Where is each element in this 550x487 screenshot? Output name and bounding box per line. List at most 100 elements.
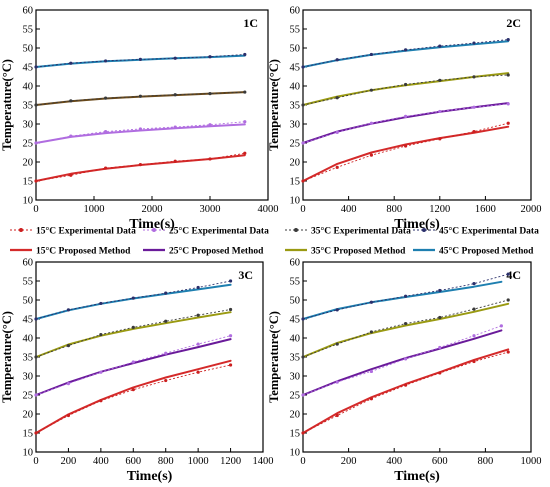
y-tick-label: 10 <box>290 196 301 207</box>
data-point <box>34 355 38 359</box>
data-point <box>104 130 108 134</box>
data-point <box>438 315 442 320</box>
data-point <box>438 78 442 82</box>
x-tick-label: 1400 <box>253 456 274 467</box>
data-point <box>208 157 212 161</box>
data-point <box>69 134 73 138</box>
data-point <box>208 92 212 96</box>
data-point <box>208 123 212 127</box>
series-line-model <box>302 302 510 358</box>
y-tick-label: 45 <box>23 315 34 326</box>
y-tick-label: 40 <box>290 82 301 93</box>
data-point <box>335 130 339 134</box>
x-tick-label: 0 <box>33 204 38 215</box>
data-point <box>301 65 305 69</box>
data-point <box>173 125 177 129</box>
data-point <box>131 325 135 329</box>
data-point <box>164 351 168 355</box>
data-point <box>243 90 247 94</box>
y-tick-label: 45 <box>290 315 301 326</box>
data-point <box>404 48 408 52</box>
data-point <box>438 371 442 375</box>
data-point <box>34 141 38 145</box>
series-line-experimental <box>35 121 245 144</box>
data-point <box>404 383 408 387</box>
data-point <box>138 127 142 131</box>
legend-label: 45°C Proposed Method <box>439 246 534 257</box>
data-point <box>369 330 373 334</box>
y-tick-label: 15 <box>290 429 301 440</box>
y-tick-label: 15 <box>290 177 301 188</box>
legend-entry: 45°C Experimental Data <box>413 226 539 237</box>
data-point <box>34 393 38 397</box>
legend-entry: 25°C Proposed Method <box>143 246 264 257</box>
data-point <box>173 56 177 60</box>
y-tick-label: 55 <box>23 25 34 36</box>
x-tick-label: 800 <box>158 456 174 467</box>
x-tick-label: 400 <box>93 456 109 467</box>
y-tick-label: 30 <box>290 120 301 131</box>
data-point <box>335 58 339 62</box>
data-point <box>404 294 408 298</box>
data-point <box>472 130 476 134</box>
panel-title: 1C <box>243 16 258 30</box>
data-point <box>34 317 38 321</box>
legend-label: 15°C Experimental Data <box>36 226 136 237</box>
data-point <box>164 378 168 383</box>
plot-frame <box>35 261 264 453</box>
series-line-model <box>302 348 510 434</box>
data-point <box>335 413 339 418</box>
y-tick-label: 45 <box>290 63 301 74</box>
y-tick-label: 35 <box>23 101 34 112</box>
data-point <box>164 291 168 295</box>
data-point <box>301 103 305 107</box>
legend-label: 25°C Experimental Data <box>169 226 269 237</box>
legend-label: 15°C Proposed Method <box>36 246 131 257</box>
x-tick-label: 2000 <box>521 204 542 215</box>
panel-title: 3C <box>238 268 253 282</box>
chart-panel-2C: 10 15 20 25 30 35 40 45 50 55 60 0 400 800 1200 1600 200… <box>267 6 542 232</box>
data-point <box>131 360 135 364</box>
y-tick-label: 55 <box>290 277 301 288</box>
data-point <box>335 342 339 346</box>
plot-frame <box>302 261 532 453</box>
series-line-experimental <box>302 299 509 358</box>
data-point <box>138 94 142 98</box>
data-point <box>131 388 135 392</box>
x-axis-label: Time(s) <box>129 217 175 232</box>
data-point <box>369 121 373 125</box>
x-tick-label: 800 <box>478 456 494 467</box>
x-tick-label: 1200 <box>220 456 241 467</box>
data-point <box>66 344 71 348</box>
data-point <box>66 308 71 312</box>
x-tick-label: 0 <box>300 456 305 467</box>
data-point <box>173 159 177 163</box>
series-line-model <box>302 40 510 68</box>
x-tick-label: 4000 <box>258 204 279 215</box>
data-point <box>228 363 233 367</box>
y-tick-label: 55 <box>23 277 34 288</box>
y-tick-label: 50 <box>290 44 301 55</box>
data-point <box>506 272 510 276</box>
data-point <box>104 59 108 63</box>
series-line-model <box>302 102 510 144</box>
x-axis-label: Time(s) <box>127 469 173 484</box>
data-point <box>164 319 168 323</box>
x-tick-label: 600 <box>432 456 448 467</box>
series-line-experimental <box>302 103 509 144</box>
legend-label: 35°C Proposed Method <box>311 246 406 257</box>
series-line-experimental <box>302 74 509 106</box>
legend: 15°C Experimental Data 25°C Experimental … <box>10 226 539 257</box>
series-line-model <box>35 154 246 182</box>
data-point <box>196 370 200 374</box>
series-line-model <box>35 54 246 68</box>
x-tick-label: 400 <box>341 204 357 215</box>
data-point <box>99 301 103 306</box>
data-point <box>104 166 108 170</box>
y-tick-label: 15 <box>23 429 34 440</box>
data-point <box>438 109 442 114</box>
data-point <box>34 103 38 107</box>
data-point <box>228 334 233 338</box>
data-point <box>472 282 476 286</box>
y-tick-label: 35 <box>290 101 301 112</box>
